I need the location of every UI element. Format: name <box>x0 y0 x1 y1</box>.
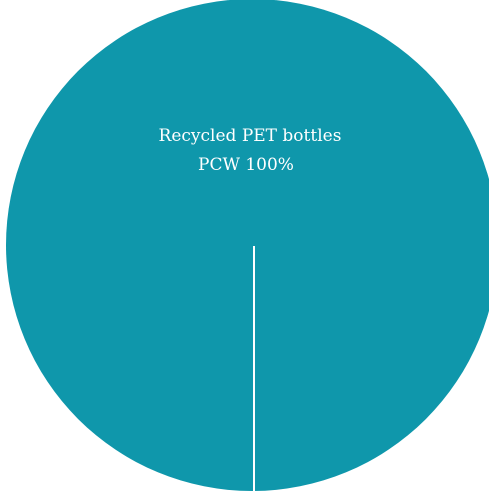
slice-label-line-1: Recycled PET bottles <box>159 126 342 146</box>
pie-slice-0 <box>6 0 489 491</box>
slice-label-line-2: PCW 100% <box>198 155 294 175</box>
pie-slices <box>6 0 489 491</box>
